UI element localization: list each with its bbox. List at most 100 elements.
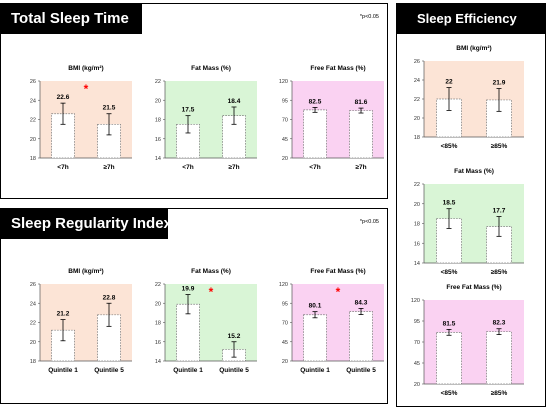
- x-tick-label: ≥7h: [103, 164, 114, 171]
- y-tick-label: 16: [155, 137, 161, 143]
- significance-note: *p<0.05: [359, 14, 379, 20]
- data-label: 22.8: [103, 294, 116, 301]
- chart-tst-fat: Fat Mass (%) 14 16 18 20 22 17.5 <7h 18.4 ≥7h: [155, 65, 257, 171]
- y-tick-label: 120: [411, 298, 420, 304]
- chart-tst-ffm: Free Fat Mass (%) 20 45 70 95 120 82.5 <7h 81.6 ≥…: [279, 65, 384, 171]
- chart-se-ffm: Free Fat Mass (%) 20 45 70 95 120 81.5 <85% 82.3…: [411, 284, 524, 397]
- y-tick-label: 45: [414, 361, 420, 367]
- y-tick-label: 20: [414, 202, 420, 208]
- significance-note: *p<0.05: [359, 219, 379, 225]
- chart-title: Fat Mass (%): [454, 168, 494, 175]
- data-label: 81.5: [443, 320, 456, 327]
- bar: [436, 331, 462, 385]
- y-tick-label: 120: [279, 79, 288, 85]
- y-tick-label: 24: [30, 301, 36, 307]
- y-tick-label: 70: [414, 340, 420, 346]
- chart-tst-bmi: BMI (kg/m²) 18 20 22 24 26 22.6 <7h 21.5 ≥7h *: [30, 65, 132, 171]
- data-label: 82.5: [309, 98, 322, 105]
- x-tick-label: ≥85%: [491, 269, 508, 276]
- chart-title: BMI (kg/m²): [68, 268, 103, 275]
- y-tick-label: 18: [414, 135, 420, 141]
- x-tick-label: <7h: [309, 164, 320, 171]
- y-tick-label: 45: [282, 137, 288, 143]
- y-tick-label: 120: [279, 282, 288, 288]
- bar: [349, 311, 373, 362]
- y-tick-label: 26: [30, 79, 36, 85]
- x-tick-label: ≥7h: [228, 164, 239, 171]
- data-label: 21.2: [57, 311, 70, 318]
- data-label: 81.6: [355, 99, 368, 106]
- x-tick-label: <7h: [57, 164, 68, 171]
- y-tick-label: 18: [155, 118, 161, 124]
- chart-sri-fat: Fat Mass (%) 14 16 18 20 22 19.9 Quintile 1 15.2…: [155, 268, 257, 374]
- data-label: 21.5: [103, 105, 116, 112]
- y-tick-label: 18: [30, 359, 36, 365]
- x-tick-label: ≥85%: [491, 143, 508, 150]
- x-tick-label: <7h: [182, 164, 193, 171]
- data-label: 18.4: [228, 98, 241, 105]
- chart-sri-bmi: BMI (kg/m²) 18 20 22 24 26 21.2 Quintile 1 22.8 Q…: [30, 268, 132, 374]
- total-sleep-time-title: Total Sleep Time: [1, 4, 142, 34]
- y-tick-label: 20: [282, 359, 288, 365]
- y-tick-label: 24: [30, 98, 36, 104]
- y-tick-label: 18: [414, 222, 420, 228]
- x-tick-label: ≥7h: [355, 164, 366, 171]
- data-label: 80.1: [309, 303, 322, 310]
- bar: [349, 110, 373, 159]
- data-label: 19.9: [182, 286, 195, 293]
- y-tick-label: 26: [414, 59, 420, 65]
- y-tick-label: 95: [282, 301, 288, 307]
- x-tick-label: Quintile 1: [48, 367, 78, 374]
- y-tick-label: 18: [30, 156, 36, 162]
- y-tick-label: 22: [414, 97, 420, 103]
- chart-se-bmi: BMI (kg/m²) 18 20 22 24 26 22 <85% 21.9 ≥85%: [414, 45, 524, 150]
- chart-title: Free Fat Mass (%): [310, 65, 365, 72]
- y-tick-label: 22: [155, 282, 161, 288]
- y-tick-label: 14: [155, 156, 161, 162]
- data-label: 22: [445, 79, 453, 86]
- chart-title: BMI (kg/m²): [68, 65, 103, 72]
- bar: [303, 314, 327, 362]
- y-tick-label: 20: [30, 340, 36, 346]
- chart-title: Free Fat Mass (%): [310, 268, 365, 275]
- chart-se-fat: Fat Mass (%) 14 16 18 20 22 18.5 <85% 17.7 ≥85%: [414, 168, 524, 276]
- y-tick-label: 95: [414, 319, 420, 325]
- x-tick-label: Quintile 1: [300, 367, 330, 374]
- sleep-regularity-index-title: Sleep Regularity Index: [1, 209, 172, 239]
- y-tick-label: 20: [30, 137, 36, 143]
- data-label: 17.5: [182, 107, 195, 114]
- y-tick-label: 16: [414, 241, 420, 247]
- data-label: 82.3: [493, 320, 506, 327]
- chart-sri-ffm: Free Fat Mass (%) 20 45 70 95 120 80.1 Quintile…: [279, 268, 384, 374]
- data-label: 18.5: [443, 200, 456, 207]
- chart-title: Fat Mass (%): [191, 268, 231, 275]
- y-tick-label: 14: [155, 359, 161, 365]
- y-tick-label: 16: [155, 340, 161, 346]
- y-tick-label: 20: [155, 98, 161, 104]
- y-tick-label: 14: [414, 261, 420, 267]
- y-tick-label: 20: [414, 382, 420, 388]
- x-tick-label: ≥85%: [491, 390, 508, 397]
- y-tick-label: 22: [155, 79, 161, 85]
- significance-star: *: [84, 82, 89, 96]
- chart-title: BMI (kg/m²): [456, 45, 491, 52]
- y-tick-label: 70: [282, 321, 288, 327]
- data-label: 17.7: [493, 208, 506, 215]
- data-label: 15.2: [228, 333, 241, 340]
- significance-star: *: [209, 285, 214, 299]
- sleep-efficiency-title: Sleep Efficiency: [397, 4, 545, 34]
- data-label: 21.9: [493, 80, 506, 87]
- x-tick-label: Quintile 5: [94, 367, 124, 374]
- y-tick-label: 20: [282, 156, 288, 162]
- y-tick-label: 22: [30, 118, 36, 124]
- chart-title: Fat Mass (%): [191, 65, 231, 72]
- significance-star: *: [336, 285, 341, 299]
- x-tick-label: <85%: [441, 269, 458, 276]
- y-tick-label: 95: [282, 98, 288, 104]
- y-tick-label: 70: [282, 118, 288, 124]
- y-tick-label: 20: [414, 116, 420, 122]
- data-label: 84.3: [355, 299, 368, 306]
- x-tick-label: Quintile 1: [173, 367, 203, 374]
- y-tick-label: 26: [30, 282, 36, 288]
- y-tick-label: 18: [155, 321, 161, 327]
